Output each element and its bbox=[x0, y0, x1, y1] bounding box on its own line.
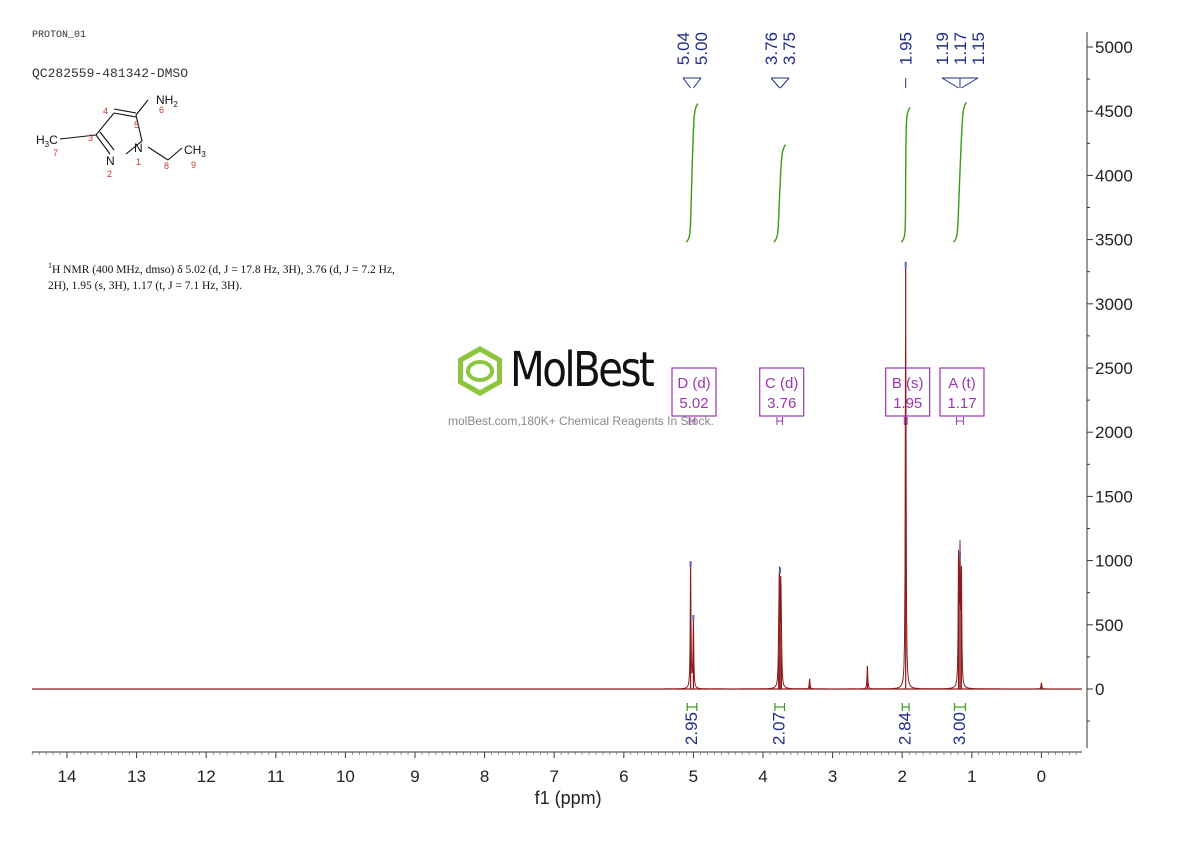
integral-value-2: 2.84 bbox=[896, 712, 915, 745]
peak-label-connector-1-1 bbox=[780, 77, 790, 89]
peak-label-connector-0-1 bbox=[693, 77, 702, 89]
nmr-description: 1H NMR (400 MHz, dmso) δ 5.02 (d, J = 17… bbox=[48, 258, 468, 294]
multiplet-box-1 bbox=[759, 367, 805, 417]
y-tick-label-3000: 3000 bbox=[1095, 295, 1133, 314]
y-tick-label-2000: 2000 bbox=[1095, 423, 1133, 442]
x-tick-label-4: 4 bbox=[758, 767, 767, 786]
peak-label-3-1: 1.17 bbox=[951, 32, 970, 65]
peak-label-connector-3-0 bbox=[941, 77, 959, 89]
x-tick-label-8: 8 bbox=[480, 767, 489, 786]
integral-curve-3 bbox=[952, 101, 968, 243]
y-tick-label-4500: 4500 bbox=[1095, 102, 1133, 121]
multiplet-shift-0: 5.02 bbox=[679, 395, 708, 412]
atom-ch3: CH3 bbox=[184, 143, 206, 159]
atom-number-3: 3 bbox=[88, 133, 93, 143]
multiplet-shift-2: 1.95 bbox=[893, 395, 922, 412]
atom-number-1: 1 bbox=[136, 157, 141, 167]
multiplet-box-0 bbox=[671, 367, 717, 417]
peak-label-connector-0-0 bbox=[682, 77, 692, 89]
multiplet-name-2: B (s) bbox=[892, 375, 924, 392]
y-tick-label-1000: 1000 bbox=[1095, 552, 1133, 571]
experiment-label: PROTON_01 bbox=[32, 30, 87, 41]
molecule-structure: NH2 6 H3C 7 N 1 N 2 CH3 9 3 4 5 8 bbox=[36, 93, 206, 179]
peak-label-3-0: 1.19 bbox=[933, 32, 952, 65]
y-tick-label-500: 500 bbox=[1095, 616, 1123, 635]
molecule-bonds bbox=[59, 99, 183, 161]
y-tick-label-2500: 2500 bbox=[1095, 359, 1133, 378]
x-tick-label-3: 3 bbox=[828, 767, 837, 786]
y-tick-label-4000: 4000 bbox=[1095, 166, 1133, 185]
integral-value-0: 2.95 bbox=[682, 712, 701, 745]
x-tick-label-13: 13 bbox=[127, 767, 146, 786]
watermark-tagline: molBest.com,180K+ Chemical Reagents In S… bbox=[448, 414, 714, 428]
peak-label-1-0: 3.76 bbox=[762, 32, 781, 65]
atom-number-9: 9 bbox=[191, 160, 196, 170]
multiplet-box-2 bbox=[885, 367, 931, 417]
multiplet-name-0: D (d) bbox=[677, 375, 710, 392]
x-tick-label-6: 6 bbox=[619, 767, 628, 786]
y-tick-label-1500: 1500 bbox=[1095, 487, 1133, 506]
nmr-description-line1: 1H NMR (400 MHz, dmso) δ 5.02 (d, J = 17… bbox=[48, 258, 468, 278]
y-tick-label-0: 0 bbox=[1095, 680, 1104, 699]
spectrum-trace bbox=[32, 333, 1082, 690]
peak-label-0-0: 5.04 bbox=[674, 32, 693, 65]
x-tick-label-2: 2 bbox=[897, 767, 906, 786]
multiplet-shift-1: 3.76 bbox=[767, 395, 796, 412]
multiplet-name-1: C (d) bbox=[765, 375, 798, 392]
sample-id: QC282559-481342-DMSO bbox=[32, 66, 189, 81]
integral-curve-2 bbox=[900, 106, 911, 243]
multiplet-box-3 bbox=[939, 367, 985, 417]
x-tick-label-7: 7 bbox=[549, 767, 558, 786]
brand-logo-text: MolBest bbox=[510, 342, 655, 398]
atom-number-6: 6 bbox=[159, 105, 164, 115]
integral-value-3: 3.00 bbox=[950, 712, 969, 745]
multiplet-shift-3: 1.17 bbox=[947, 395, 976, 412]
peak-label-2-0: 1.95 bbox=[897, 32, 916, 65]
peak-label-1-1: 3.75 bbox=[780, 32, 799, 65]
y-tick-label-5000: 5000 bbox=[1095, 38, 1133, 57]
atom-nh2: NH2 bbox=[156, 93, 178, 109]
x-axis-title: f1 (ppm) bbox=[535, 788, 602, 808]
integral-curve-0 bbox=[685, 103, 699, 243]
benzene-logo-icon bbox=[458, 346, 502, 396]
nmr-description-line2: 2H), 1.95 (s, 3H), 1.17 (t, J = 7.1 Hz, … bbox=[48, 279, 242, 292]
peak-label-connector-1-0 bbox=[770, 77, 781, 89]
peak-label-3-2: 1.15 bbox=[969, 32, 988, 65]
peak-label-connector-3-2 bbox=[961, 77, 979, 89]
x-tick-label-10: 10 bbox=[336, 767, 355, 786]
integral-value-1: 2.07 bbox=[770, 712, 789, 745]
atom-number-4: 4 bbox=[103, 106, 108, 116]
x-tick-label-0: 0 bbox=[1037, 767, 1046, 786]
atom-number-5: 5 bbox=[134, 120, 139, 130]
peak-label-0-1: 5.00 bbox=[692, 32, 711, 65]
x-tick-label-5: 5 bbox=[689, 767, 698, 786]
x-tick-label-12: 12 bbox=[197, 767, 216, 786]
x-tick-label-14: 14 bbox=[58, 767, 77, 786]
x-tick-label-1: 1 bbox=[967, 767, 976, 786]
x-tick-label-9: 9 bbox=[410, 767, 419, 786]
y-tick-label-3500: 3500 bbox=[1095, 231, 1133, 250]
atom-n1: N bbox=[134, 141, 143, 155]
atom-n2: N bbox=[106, 154, 115, 168]
atom-number-8: 8 bbox=[164, 161, 169, 171]
atom-number-7: 7 bbox=[53, 148, 58, 158]
multiplet-name-3: A (t) bbox=[948, 375, 976, 392]
nmr-superscript: 1 bbox=[48, 261, 52, 270]
atom-number-2: 2 bbox=[107, 169, 112, 179]
atom-h3c: H3C bbox=[36, 133, 58, 149]
x-tick-label-11: 11 bbox=[267, 767, 285, 786]
nmr-line1-text: H NMR (400 MHz, dmso) δ 5.02 (d, J = 17.… bbox=[52, 263, 395, 276]
integral-curve-1 bbox=[773, 144, 787, 243]
